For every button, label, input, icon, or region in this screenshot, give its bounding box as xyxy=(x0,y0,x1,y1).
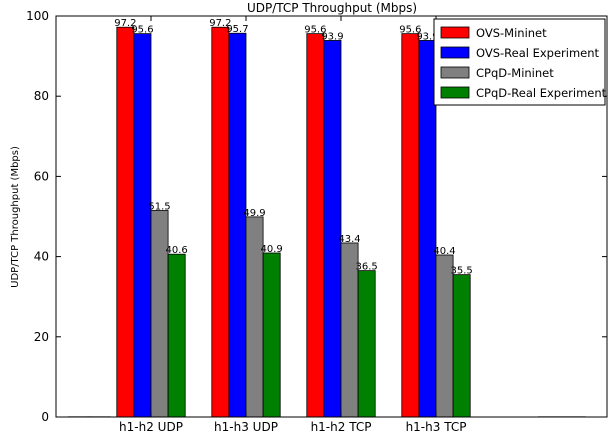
data-label: 36.5 xyxy=(356,262,378,273)
x-tick-label: h1-h3 UDP xyxy=(214,420,278,434)
data-label: 95.6 xyxy=(131,25,153,36)
data-label: 97.2 xyxy=(209,18,231,29)
data-label: 43.4 xyxy=(338,234,360,245)
legend-label: OVS-Mininet xyxy=(476,26,547,40)
data-label: 95.6 xyxy=(399,25,421,36)
bar xyxy=(401,33,420,418)
legend-swatch xyxy=(440,86,470,99)
data-label: 93.9 xyxy=(321,31,343,42)
bar xyxy=(306,33,325,418)
y-ticks-group: 0 20 40 60 80 100 xyxy=(26,9,607,424)
legend-label: OVS-Real Experiment xyxy=(476,46,600,60)
data-label: 95.7 xyxy=(226,24,248,35)
data-label: 97.2 xyxy=(114,18,136,29)
plot-frame xyxy=(55,15,608,418)
legend-label: CPqD-Real Experiment xyxy=(476,86,607,100)
bar xyxy=(167,253,186,418)
bar xyxy=(323,40,342,418)
data-labels-group: 97.2 97.295.6 95.695.6 95.793.9 93.951.549.9… xyxy=(114,18,473,276)
bar xyxy=(228,32,247,418)
data-label: 93.9 xyxy=(416,31,438,42)
bar xyxy=(116,26,135,418)
bar xyxy=(435,254,454,418)
data-label: 40.9 xyxy=(261,244,283,255)
y-tick-label: 100 xyxy=(26,9,49,23)
legend-swatch xyxy=(440,26,470,39)
bar xyxy=(133,33,152,418)
chart-title: UDP/TCP Throughput (Mbps) xyxy=(247,1,417,15)
bar xyxy=(452,274,471,418)
bar xyxy=(357,270,376,418)
bar xyxy=(150,210,169,418)
data-label: 40.6 xyxy=(166,245,188,256)
y-tick-label: 20 xyxy=(34,330,49,344)
y-tick-label: 40 xyxy=(34,250,49,264)
y-tick-label: 80 xyxy=(34,89,49,103)
data-label: 95.6 xyxy=(304,25,326,36)
data-label: 51.5 xyxy=(148,201,170,212)
data-label: 40.4 xyxy=(433,246,455,257)
legend: OVS-Mininet OVS-Real Experiment CPqD-Minin… xyxy=(433,18,607,106)
x-tick-label: h1-h2 UDP xyxy=(119,420,183,434)
data-label: 49.9 xyxy=(243,208,265,219)
legend-swatch xyxy=(440,66,470,79)
y-tick-label: 0 xyxy=(41,410,49,424)
x-ticks-group: h1-h2 UDP h1-h3 UDP h1-h2 TCP h1-h3 TCP xyxy=(67,16,586,434)
bar xyxy=(211,26,230,418)
y-axis-label: UDP/TCP Throughput (Mbps) xyxy=(10,146,21,288)
data-label: 35.5 xyxy=(451,266,473,277)
bars-group xyxy=(116,26,471,418)
bar xyxy=(418,40,437,418)
x-tick-label: h1-h2 TCP xyxy=(311,420,372,434)
x-tick-label: h1-h3 TCP xyxy=(406,420,467,434)
legend-label: CPqD-Mininet xyxy=(476,66,554,80)
legend-swatch xyxy=(440,46,470,59)
y-tick-label: 60 xyxy=(34,169,49,183)
bar xyxy=(262,252,281,418)
